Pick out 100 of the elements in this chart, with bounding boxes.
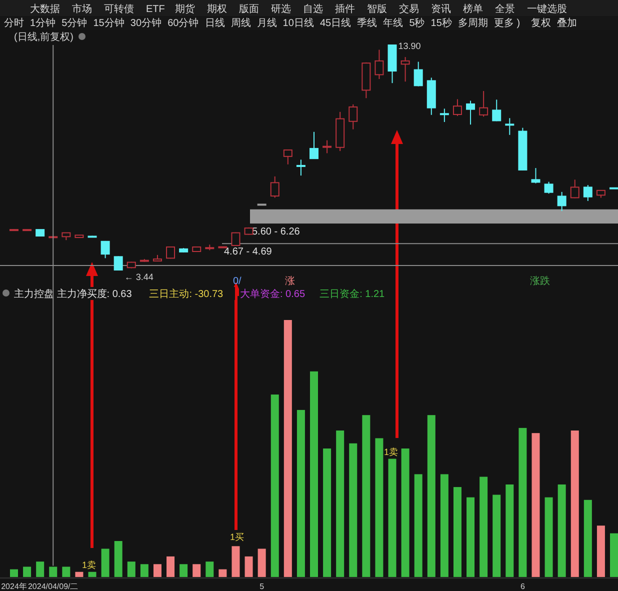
bar bbox=[388, 458, 396, 577]
x-tick-label: 2024/04/09/二 bbox=[28, 582, 78, 591]
text: 15分钟 bbox=[93, 17, 124, 29]
candlestick bbox=[570, 179, 580, 199]
candlestick bbox=[114, 256, 123, 270]
text: 自选 bbox=[302, 3, 323, 15]
candlestick bbox=[531, 168, 540, 184]
text: ETF bbox=[146, 4, 165, 15]
bar bbox=[75, 572, 84, 577]
text: 日线 bbox=[204, 17, 225, 29]
bar bbox=[518, 428, 527, 577]
text: 资讯 bbox=[430, 3, 451, 15]
text: 全景 bbox=[494, 3, 515, 15]
bar bbox=[349, 443, 358, 577]
x-tick-label: 5 bbox=[260, 582, 265, 591]
text: 复权 bbox=[531, 17, 552, 29]
bar bbox=[206, 562, 214, 577]
candlestick bbox=[283, 149, 292, 165]
text: 榜单 bbox=[462, 3, 483, 15]
text: 更多 ) bbox=[494, 17, 520, 29]
text: 5秒 bbox=[409, 17, 425, 29]
text: 分时 bbox=[4, 17, 24, 29]
bar bbox=[480, 476, 488, 577]
candlestick bbox=[400, 56, 410, 82]
candlestick bbox=[166, 246, 176, 260]
annotation: 1卖 bbox=[82, 560, 96, 570]
bar bbox=[218, 569, 227, 577]
candlestick bbox=[466, 100, 476, 126]
bar bbox=[284, 320, 292, 577]
text: 涨跌 bbox=[530, 275, 550, 287]
candlestick bbox=[452, 98, 462, 116]
text: 5分钟 bbox=[62, 17, 88, 29]
candlestick bbox=[492, 99, 502, 122]
text: 30分钟 bbox=[130, 17, 162, 29]
bar bbox=[232, 546, 240, 577]
text: 可转债 bbox=[104, 3, 134, 15]
text: 60分钟 bbox=[168, 17, 199, 29]
bar bbox=[153, 564, 162, 577]
text: 三日资金: 1.21 bbox=[320, 288, 386, 300]
text: 10日线 bbox=[282, 17, 314, 29]
text: 期权 bbox=[206, 3, 227, 15]
text: 大数据 bbox=[30, 3, 60, 15]
candlestick bbox=[231, 232, 240, 246]
bar bbox=[62, 566, 70, 577]
bar bbox=[544, 497, 553, 577]
bar bbox=[180, 564, 188, 577]
candlestick bbox=[322, 140, 332, 154]
text: 三日主动: -30.73 bbox=[149, 288, 224, 300]
bar bbox=[401, 448, 410, 577]
text: 大单资金: 0.65 bbox=[240, 288, 306, 300]
candlestick bbox=[414, 61, 423, 87]
x-tick-label: 6 bbox=[520, 582, 526, 591]
text: 周线 bbox=[230, 17, 251, 29]
bar bbox=[492, 494, 501, 577]
text: 1分钟 bbox=[30, 17, 56, 29]
text: 智版 bbox=[366, 3, 387, 15]
text: 45日线 bbox=[320, 17, 352, 29]
text: 市场 bbox=[72, 3, 92, 15]
bar bbox=[166, 556, 175, 577]
candlestick bbox=[296, 159, 306, 176]
bar bbox=[49, 566, 58, 577]
annotation: 1卖 bbox=[384, 447, 398, 457]
bar bbox=[140, 564, 148, 577]
text: 13.90 bbox=[398, 41, 421, 51]
bar bbox=[506, 484, 514, 577]
candlestick bbox=[479, 90, 488, 118]
bar bbox=[244, 556, 253, 577]
text: 插件 bbox=[334, 3, 355, 15]
x-tick-label: 2024年 bbox=[1, 582, 27, 591]
text: 月线 bbox=[256, 17, 277, 29]
text: 15秒 bbox=[430, 17, 452, 29]
candlestick bbox=[270, 176, 280, 198]
text: 交易 bbox=[398, 3, 419, 15]
chart-title: (日线,前复权) bbox=[14, 31, 74, 43]
bar bbox=[584, 500, 592, 577]
bar bbox=[414, 474, 422, 577]
bar bbox=[36, 562, 44, 577]
text: ← 3.44 bbox=[124, 272, 154, 282]
bar bbox=[296, 410, 305, 577]
bar bbox=[440, 474, 448, 577]
bar bbox=[10, 569, 18, 577]
bar bbox=[270, 394, 279, 577]
bar bbox=[466, 497, 475, 577]
text: 叠加 bbox=[557, 17, 578, 29]
text: 研选 bbox=[270, 3, 291, 15]
bar bbox=[114, 541, 122, 577]
bar bbox=[610, 533, 618, 577]
bar bbox=[453, 487, 462, 577]
bar bbox=[558, 484, 566, 577]
text: 0/ bbox=[233, 276, 242, 287]
bar bbox=[596, 526, 605, 577]
text: 版面 bbox=[238, 4, 259, 15]
text: 年线 bbox=[383, 17, 404, 29]
text: 多周期 bbox=[458, 17, 488, 29]
bar bbox=[23, 566, 32, 577]
bar bbox=[336, 430, 344, 577]
bar bbox=[258, 548, 266, 577]
bar bbox=[570, 430, 579, 577]
bar bbox=[88, 572, 96, 577]
bar bbox=[127, 562, 136, 577]
